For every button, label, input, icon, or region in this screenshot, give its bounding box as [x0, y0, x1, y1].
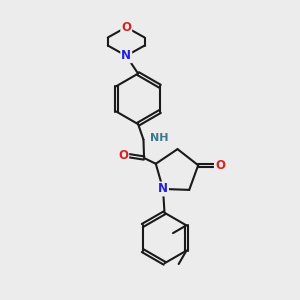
Text: O: O — [121, 21, 131, 34]
Text: N: N — [158, 182, 168, 196]
Text: O: O — [118, 149, 128, 162]
Text: O: O — [215, 159, 225, 172]
Text: NH: NH — [150, 134, 169, 143]
Text: N: N — [121, 49, 131, 62]
